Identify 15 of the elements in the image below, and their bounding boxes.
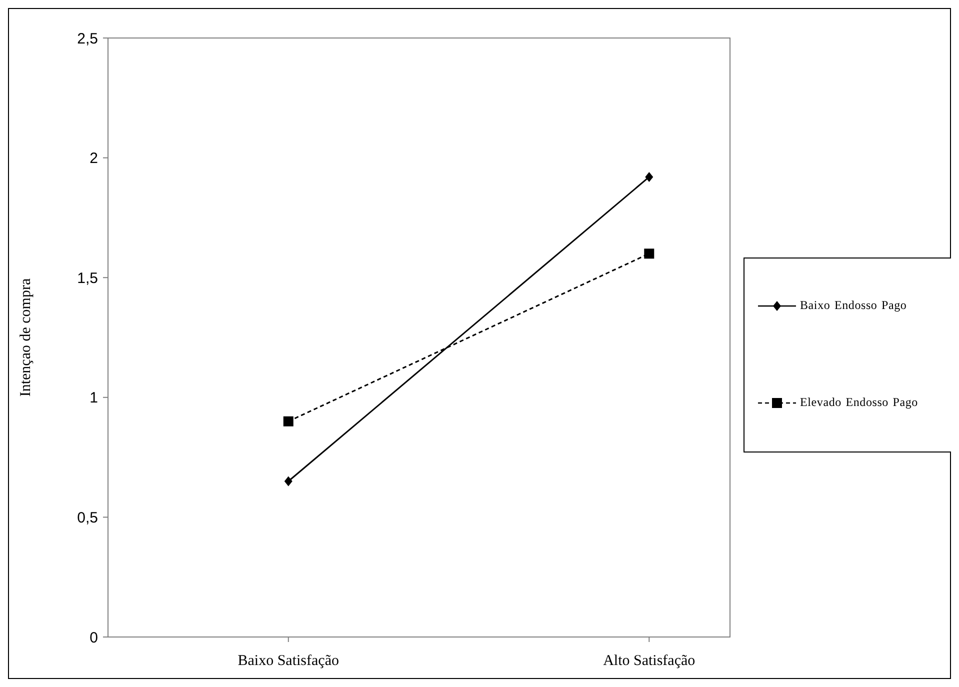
y-tick-label: 1,5	[77, 270, 98, 287]
y-tick-label: 0	[90, 629, 98, 646]
y-tick-label: 2,5	[77, 30, 98, 48]
point	[284, 476, 292, 486]
y-tick-label: 2	[90, 150, 98, 168]
point	[645, 172, 654, 182]
y-axis-title: Intençao de compra	[18, 278, 34, 397]
point	[644, 248, 654, 259]
legend-label: Elevado Endosso Pago	[800, 394, 919, 410]
y-tick-label: 1	[90, 390, 98, 407]
point	[283, 416, 294, 426]
y-tick-label: 0,5	[77, 509, 98, 526]
x-tick-label: Alto Satisfação	[603, 653, 696, 669]
legend-label: Baixo Endosso Pago	[800, 297, 908, 313]
x-tick-label: Baixo Satisfação	[238, 653, 339, 669]
